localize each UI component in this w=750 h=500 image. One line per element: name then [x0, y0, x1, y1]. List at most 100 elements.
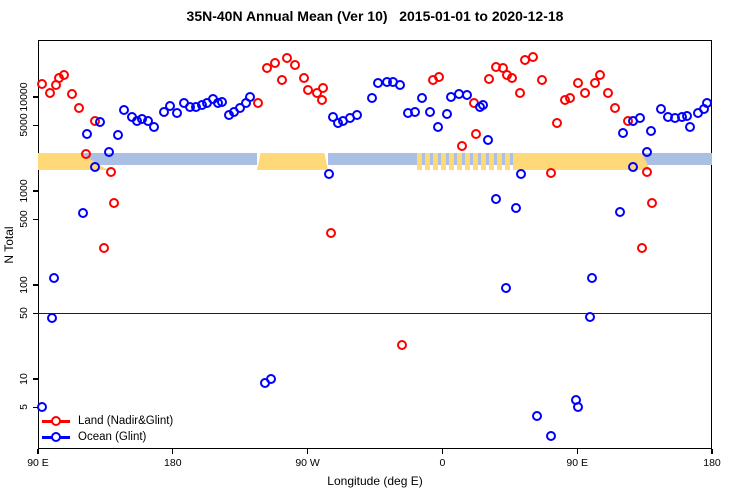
legend-label-ocean: Ocean (Glint): [78, 431, 147, 443]
data-point-ocean: [245, 91, 256, 102]
y-axis-tick-label: 5000: [18, 113, 30, 137]
data-point-ocean: [77, 207, 88, 218]
data-point-land: [536, 74, 547, 85]
x-axis-tick: [307, 449, 309, 454]
data-point-ocean: [685, 121, 696, 132]
data-point-land: [109, 198, 120, 209]
y-axis-tick: [33, 312, 38, 314]
data-point-ocean: [171, 108, 182, 119]
x-axis-tick-label: 180: [703, 457, 721, 469]
data-point-ocean: [585, 311, 596, 322]
ocean-strip-segment: [79, 152, 257, 166]
data-point-ocean: [501, 282, 512, 293]
data-point-land: [594, 70, 605, 81]
data-point-land: [456, 141, 467, 152]
data-point-ocean: [112, 130, 123, 141]
data-point-land: [515, 88, 526, 99]
data-point-ocean: [490, 194, 501, 205]
data-point-land: [506, 73, 517, 84]
data-point-ocean: [572, 402, 583, 413]
y-axis-tick: [33, 218, 38, 220]
data-point-land: [579, 88, 590, 99]
land-strip-segment: [512, 152, 643, 171]
mixed-land-ocean-strip-segment: [416, 152, 513, 171]
data-point-land: [59, 70, 70, 81]
data-point-ocean: [483, 134, 494, 145]
y-axis-tick: [33, 378, 38, 380]
y-axis-tick: [33, 284, 38, 286]
data-point-ocean: [266, 374, 277, 384]
y-axis-tick-label: 500: [18, 210, 30, 229]
data-point-ocean: [424, 107, 435, 118]
data-point-ocean: [532, 411, 543, 422]
data-point-ocean: [95, 117, 105, 128]
data-point-land: [590, 78, 601, 89]
x-axis-tick-label: 0: [439, 457, 446, 469]
data-point-ocean: [433, 121, 444, 132]
data-point-ocean: [409, 106, 420, 117]
data-point-ocean: [217, 96, 228, 107]
land-strip-segment: [256, 152, 328, 171]
data-point-ocean: [681, 110, 692, 121]
ocean-legend-circle-icon: [51, 432, 61, 442]
data-point-ocean: [142, 116, 153, 127]
data-point-land: [290, 59, 301, 70]
data-point-land: [269, 58, 280, 69]
land-strip-segment: [38, 152, 80, 171]
data-point-land: [261, 63, 272, 74]
x-axis-tick: [576, 449, 578, 454]
x-axis-tick-label: 90 E: [566, 457, 588, 469]
y-axis-tick-label: 10: [18, 373, 30, 385]
data-point-ocean: [442, 108, 453, 119]
data-point-ocean: [235, 103, 246, 114]
data-point-land: [646, 198, 657, 209]
data-point-ocean: [351, 110, 362, 121]
data-point-ocean: [46, 312, 57, 323]
data-point-ocean: [618, 128, 629, 139]
data-point-land: [434, 72, 445, 83]
y-axis-tick: [33, 124, 38, 126]
ocean-strip-segment: [637, 152, 712, 166]
data-point-land: [471, 129, 482, 140]
x-axis-tick-label: 90 E: [27, 457, 49, 469]
data-point-ocean: [90, 162, 101, 172]
data-point-ocean: [655, 104, 666, 115]
data-point-land: [636, 242, 647, 253]
data-point-ocean: [103, 146, 114, 157]
data-point-ocean: [515, 169, 526, 180]
data-point-ocean: [159, 106, 170, 117]
y-axis-tick-label: 1000: [18, 179, 30, 203]
data-point-ocean: [49, 272, 60, 283]
data-point-ocean: [701, 98, 712, 109]
land-legend-circle-icon: [51, 416, 61, 426]
x-axis-tick-label: 90 W: [295, 457, 320, 469]
data-point-land: [545, 167, 556, 178]
y-axis-title: N Total: [2, 226, 16, 264]
data-point-ocean: [511, 202, 522, 213]
data-point-ocean: [164, 100, 175, 111]
y-axis-tick-label: 10000: [18, 82, 30, 112]
chart-title: 35N-40N Annual Mean (Ver 10) 2015-01-01 …: [186, 8, 564, 24]
data-point-land: [573, 78, 584, 89]
data-point-land: [253, 98, 264, 109]
data-point-land: [316, 94, 327, 105]
data-point-land: [281, 53, 292, 64]
data-point-ocean: [545, 430, 556, 441]
data-point-land: [396, 339, 407, 350]
data-point-land: [105, 166, 116, 177]
plot-area-border: [38, 40, 712, 449]
y-axis-tick-label: 50: [18, 307, 30, 320]
data-point-ocean: [645, 126, 656, 137]
data-point-land: [74, 102, 85, 113]
data-point-land: [610, 103, 621, 114]
data-point-land: [299, 73, 310, 84]
data-point-land: [325, 227, 336, 238]
data-point-ocean: [416, 93, 427, 104]
data-point-ocean: [324, 169, 335, 180]
data-point-land: [551, 117, 562, 128]
data-point-ocean: [627, 162, 638, 172]
x-axis-tick: [711, 449, 713, 454]
data-point-land: [37, 79, 48, 90]
y-axis-tick-label: 100: [18, 276, 30, 294]
